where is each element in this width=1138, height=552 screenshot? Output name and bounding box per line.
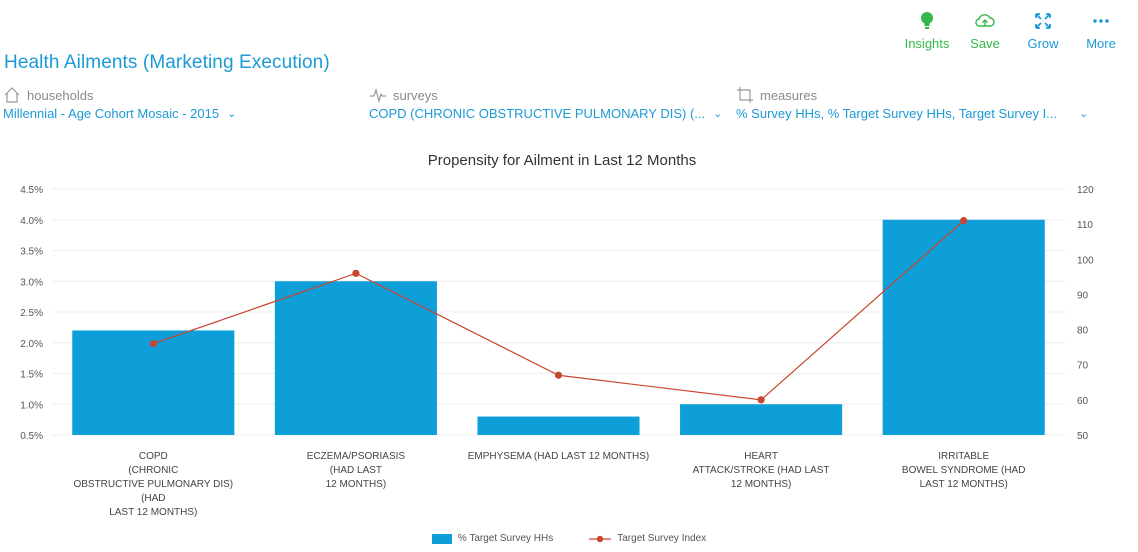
- grow-button[interactable]: Grow: [1014, 10, 1072, 51]
- lightbulb-icon: [921, 12, 933, 29]
- households-label: households: [27, 87, 94, 103]
- right-axis-tick-label: 100: [1077, 255, 1094, 266]
- index-point: [757, 396, 765, 404]
- households-filter: households Millennial - Age Cohort Mosai…: [3, 86, 236, 121]
- save-label: Save: [970, 36, 1000, 51]
- index-point: [149, 340, 157, 348]
- bar: [72, 330, 235, 435]
- left-axis-tick-label: 4.0%: [20, 216, 43, 227]
- page-title: Health Ailments (Marketing Execution): [4, 52, 330, 73]
- chevron-down-icon: ⌄: [1079, 108, 1089, 120]
- insights-label: Insights: [904, 36, 950, 51]
- right-axis-tick-label: 70: [1077, 361, 1089, 372]
- bar: [477, 416, 640, 435]
- surveys-dropdown[interactable]: COPD (CHRONIC OBSTRUCTIVE PULMONARY DIS)…: [369, 106, 722, 121]
- measures-dropdown[interactable]: % Survey HHs, % Target Survey HHs, Targe…: [736, 106, 1088, 121]
- left-axis-tick-label: 3.5%: [20, 247, 43, 258]
- legend-label-line: Target Survey Index: [617, 533, 707, 544]
- grow-label: Grow: [1027, 36, 1059, 51]
- more-button[interactable]: More: [1072, 10, 1130, 51]
- surveys-value: COPD (CHRONIC OBSTRUCTIVE PULMONARY DIS)…: [369, 106, 706, 121]
- legend-swatch-bar: [431, 533, 452, 544]
- left-axis-tick-label: 3.0%: [20, 277, 43, 288]
- left-axis-tick-label: 1.5%: [20, 370, 43, 381]
- index-point: [352, 269, 360, 277]
- chevron-down-icon: ⌄: [713, 108, 723, 120]
- bar: [882, 219, 1045, 435]
- save-button[interactable]: Save: [956, 10, 1014, 51]
- category-label: HEART ATTACK/STROKE (HAD LAST 12 MONTHS): [693, 451, 830, 490]
- left-axis-tick-label: 0.5%: [20, 431, 43, 442]
- category-label: ECZEMA/PSORIASIS (HAD LAST 12 MONTHS): [307, 451, 406, 490]
- legend-item-line[interactable]: Target Survey Index: [589, 533, 706, 544]
- right-axis-tick-label: 60: [1077, 396, 1089, 407]
- more-label: More: [1086, 36, 1116, 51]
- cloud-upload-icon: [975, 14, 995, 27]
- chart-title: Propensity for Ailment in Last 12 Months: [428, 152, 696, 169]
- propensity-chart: Propensity for Ailment in Last 12 Months…: [20, 152, 1094, 518]
- bar: [274, 281, 437, 435]
- left-axis-tick-label: 2.5%: [20, 308, 43, 319]
- right-axis-tick-label: 80: [1077, 326, 1089, 337]
- legend-label-bars: % Target Survey HHs: [457, 533, 554, 544]
- legend-item-bars[interactable]: % Target Survey HHs: [431, 533, 554, 544]
- measures-filter: measures % Survey HHs, % Target Survey H…: [736, 86, 1088, 121]
- surveys-filter: surveys COPD (CHRONIC OBSTRUCTIVE PULMON…: [369, 86, 722, 122]
- right-axis-tick-label: 90: [1077, 290, 1089, 301]
- category-label: EMPHYSEMA (HAD LAST 12 MONTHS): [468, 451, 650, 462]
- households-value: Millennial - Age Cohort Mosaic - 2015: [3, 106, 220, 121]
- left-axis-tick-label: 1.0%: [20, 400, 43, 411]
- crop-icon: [737, 87, 753, 103]
- bar: [680, 404, 843, 435]
- chart-legend: % Target Survey HHs Target Survey Index: [0, 533, 1138, 544]
- measures-label: measures: [760, 87, 818, 103]
- right-axis-tick-label: 120: [1077, 185, 1094, 196]
- insights-button[interactable]: Insights: [898, 10, 956, 51]
- chevron-down-icon: ⌄: [227, 108, 237, 120]
- households-dropdown[interactable]: Millennial - Age Cohort Mosaic - 2015 ⌄: [3, 106, 236, 121]
- right-axis-tick-label: 110: [1077, 220, 1093, 231]
- right-axis-tick-label: 50: [1077, 431, 1089, 442]
- measures-value: % Survey HHs, % Target Survey HHs, Targe…: [736, 106, 1058, 121]
- more-dots-icon: [1093, 19, 1109, 23]
- index-point: [960, 217, 968, 225]
- home-icon: [4, 87, 20, 103]
- pulse-icon: [370, 87, 386, 104]
- expand-icon: [1035, 13, 1051, 29]
- index-point: [554, 371, 563, 379]
- left-axis-tick-label: 4.5%: [20, 185, 43, 196]
- toolbar: Insights Save Grow More: [898, 10, 1130, 51]
- legend-swatch-line: [589, 535, 612, 542]
- left-axis-tick-label: 2.0%: [20, 339, 43, 350]
- category-label: IRRITABLE BOWEL SYNDROME (HAD LAST 12 MONT…: [902, 451, 1026, 490]
- category-label: COPD (CHRONIC OBSTRUCTIVE PULMONARY DIS) (H…: [73, 451, 233, 518]
- surveys-label: surveys: [393, 87, 438, 103]
